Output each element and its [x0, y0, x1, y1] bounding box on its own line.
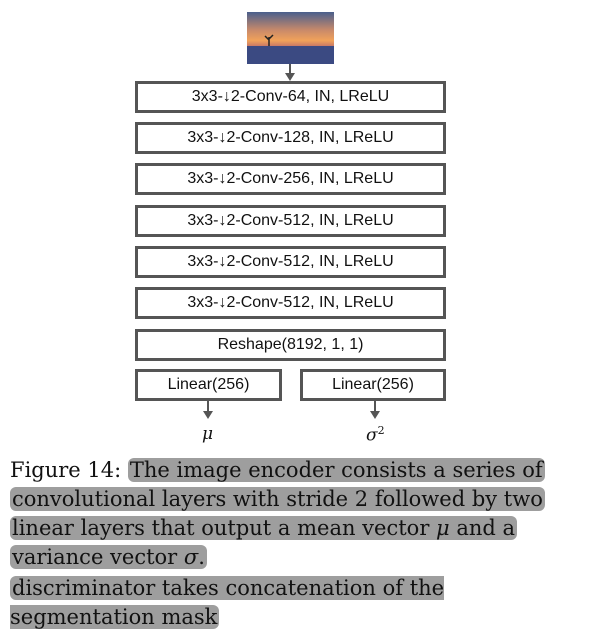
input-image-thumbnail: [247, 12, 334, 64]
figure-caption: Figure 14: The image encoder consists a …: [10, 456, 582, 572]
output-sigma-label: σ2: [366, 424, 385, 446]
flow-arrows: [203, 64, 380, 419]
linear-layer-mu: Linear(256): [135, 369, 282, 401]
conv-layer-4: 3x3-↓2-Conv-512, IN, LReLU: [135, 205, 446, 237]
conv-layer-3: 3x3-↓2-Conv-256, IN, LReLU: [135, 163, 446, 195]
caption-label: Figure 14:: [10, 458, 122, 482]
conv-layer-2: 3x3-↓2-Conv-128, IN, LReLU: [135, 122, 446, 154]
extra-text-line: discriminator takes concatenation of the…: [10, 576, 445, 629]
encoder-diagram: 3x3-↓2-Conv-64, IN, LReLU 3x3-↓2-Conv-12…: [135, 12, 446, 446]
output-mu-label: μ: [202, 424, 214, 444]
conv-layer-5: 3x3-↓2-Conv-512, IN, LReLU: [135, 246, 446, 278]
conv-layer-6: 3x3-↓2-Conv-512, IN, LReLU: [135, 287, 446, 319]
linear-layer-sigma: Linear(256): [300, 369, 446, 401]
reshape-layer: Reshape(8192, 1, 1): [135, 329, 446, 361]
conv-layer-1: 3x3-↓2-Conv-64, IN, LReLU: [135, 81, 446, 113]
